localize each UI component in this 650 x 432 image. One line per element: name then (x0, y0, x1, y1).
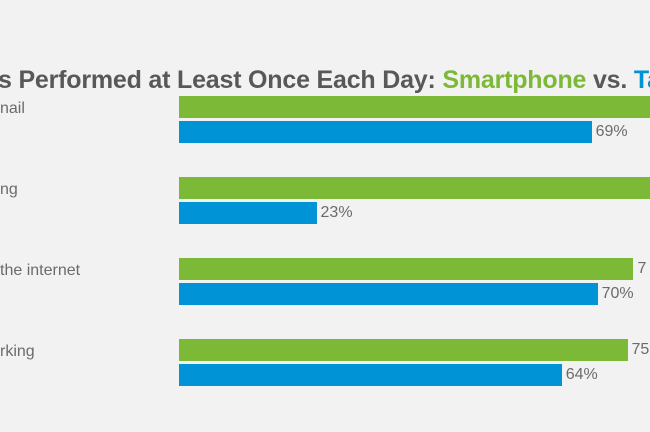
chart-title: s Performed at Least Once Each Day: Smar… (0, 66, 650, 95)
bar-tablet (179, 283, 598, 305)
bar-smartphone (179, 258, 634, 280)
category-label: ng (0, 181, 18, 198)
data-label: 75 (631, 341, 650, 358)
bar-smartphone (179, 96, 650, 118)
bar-tablet (179, 121, 592, 143)
category-label: nail (0, 100, 25, 117)
title-vs: vs. (586, 66, 634, 94)
data-label: 7 (637, 260, 647, 277)
data-label: 64% (565, 366, 598, 383)
data-label: 23% (320, 204, 353, 221)
bar-smartphone (179, 177, 650, 199)
category-label: rking (0, 343, 35, 360)
bar-smartphone (179, 339, 628, 361)
data-label: 70% (601, 285, 634, 302)
bar-tablet (179, 364, 562, 386)
bar-tablet (179, 202, 317, 224)
title-text: s Performed at Least Once Each Day: (0, 66, 443, 94)
data-label: 69% (595, 123, 628, 140)
title-series-tablet: Ta (633, 66, 650, 94)
title-series-smartphone: Smartphone (442, 66, 587, 94)
category-label: the internet (0, 262, 81, 279)
